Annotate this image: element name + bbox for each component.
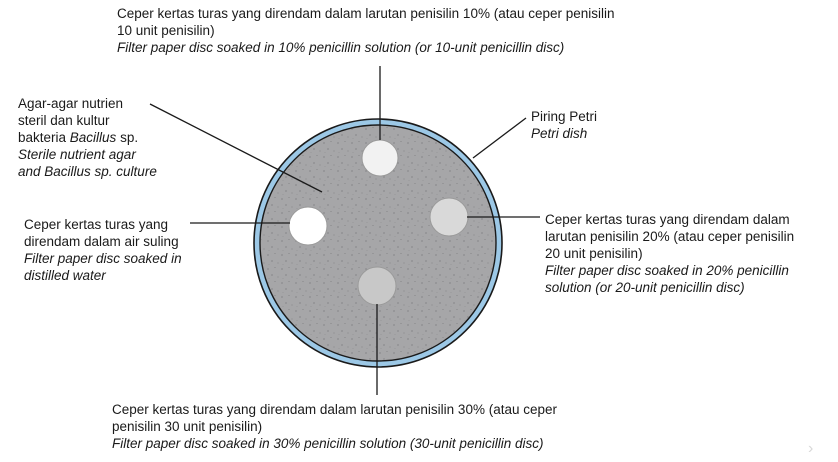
petri-dish bbox=[253, 118, 503, 368]
leader-lines bbox=[149, 66, 540, 395]
label-text: Agar-agar nutrien bbox=[18, 96, 124, 111]
label-translation: Filter paper disc soaked in 30% penicill… bbox=[112, 436, 544, 451]
disc-10-percent bbox=[361, 139, 399, 177]
label-text: Piring Petri bbox=[531, 109, 598, 124]
label-translation: solution (or 20-unit penicillin disc) bbox=[545, 280, 745, 295]
label-text: 10 unit penisilin) bbox=[117, 23, 215, 38]
label-petri-dish: Piring Petri Petri dish bbox=[531, 108, 597, 142]
disc-20-percent bbox=[429, 197, 469, 237]
label-disc-20-percent: Ceper kertas turas yang direndam dalam l… bbox=[545, 211, 794, 296]
disc-distilled-water bbox=[288, 206, 328, 246]
label-text-species: bakteria Bacillus sp. bbox=[18, 129, 157, 146]
label-text: Ceper kertas turas yang bbox=[24, 217, 169, 232]
species-name: Bacillus bbox=[69, 130, 117, 145]
label-text: Ceper kertas turas yang direndam dalam l… bbox=[112, 402, 557, 417]
leader-petri bbox=[472, 117, 527, 159]
disc-30-percent bbox=[357, 266, 397, 306]
label-text: sp. bbox=[116, 130, 139, 145]
label-translation: Filter paper disc soaked in 20% penicill… bbox=[545, 263, 789, 278]
label-nutrient-agar: Agar-agar nutrien steril dan kultur bakt… bbox=[18, 95, 157, 180]
label-disc-30-percent: Ceper kertas turas yang direndam dalam l… bbox=[112, 401, 557, 452]
label-text: penisilin 30 unit penisilin) bbox=[112, 419, 263, 434]
page-corner-icon: › bbox=[808, 440, 814, 457]
label-translation: distilled water bbox=[24, 268, 106, 283]
label-text: bakteria bbox=[18, 130, 70, 145]
label-translation: Filter paper disc soaked in bbox=[24, 251, 182, 266]
label-text: Ceper kertas turas yang direndam dalam bbox=[545, 212, 790, 227]
label-text: Ceper kertas turas yang direndam dalam l… bbox=[117, 6, 615, 21]
label-text: larutan penisilin 20% (atau ceper penisi… bbox=[545, 229, 795, 244]
agar-speckle bbox=[261, 126, 495, 360]
label-translation: and Bacillus sp. culture bbox=[18, 164, 157, 179]
label-disc-distilled-water: Ceper kertas turas yang direndam dalam a… bbox=[24, 216, 182, 284]
label-translation: Filter paper disc soaked in 10% penicill… bbox=[117, 40, 565, 55]
label-translation: Petri dish bbox=[531, 126, 588, 141]
label-disc-10-percent: Ceper kertas turas yang direndam dalam l… bbox=[117, 5, 615, 56]
label-text: direndam dalam air suling bbox=[24, 234, 179, 249]
label-text: 20 unit penisilin) bbox=[545, 246, 643, 261]
label-text: steril dan kultur bbox=[18, 113, 110, 128]
leader-agar bbox=[149, 103, 323, 193]
label-translation: Sterile nutrient agar bbox=[18, 147, 136, 162]
